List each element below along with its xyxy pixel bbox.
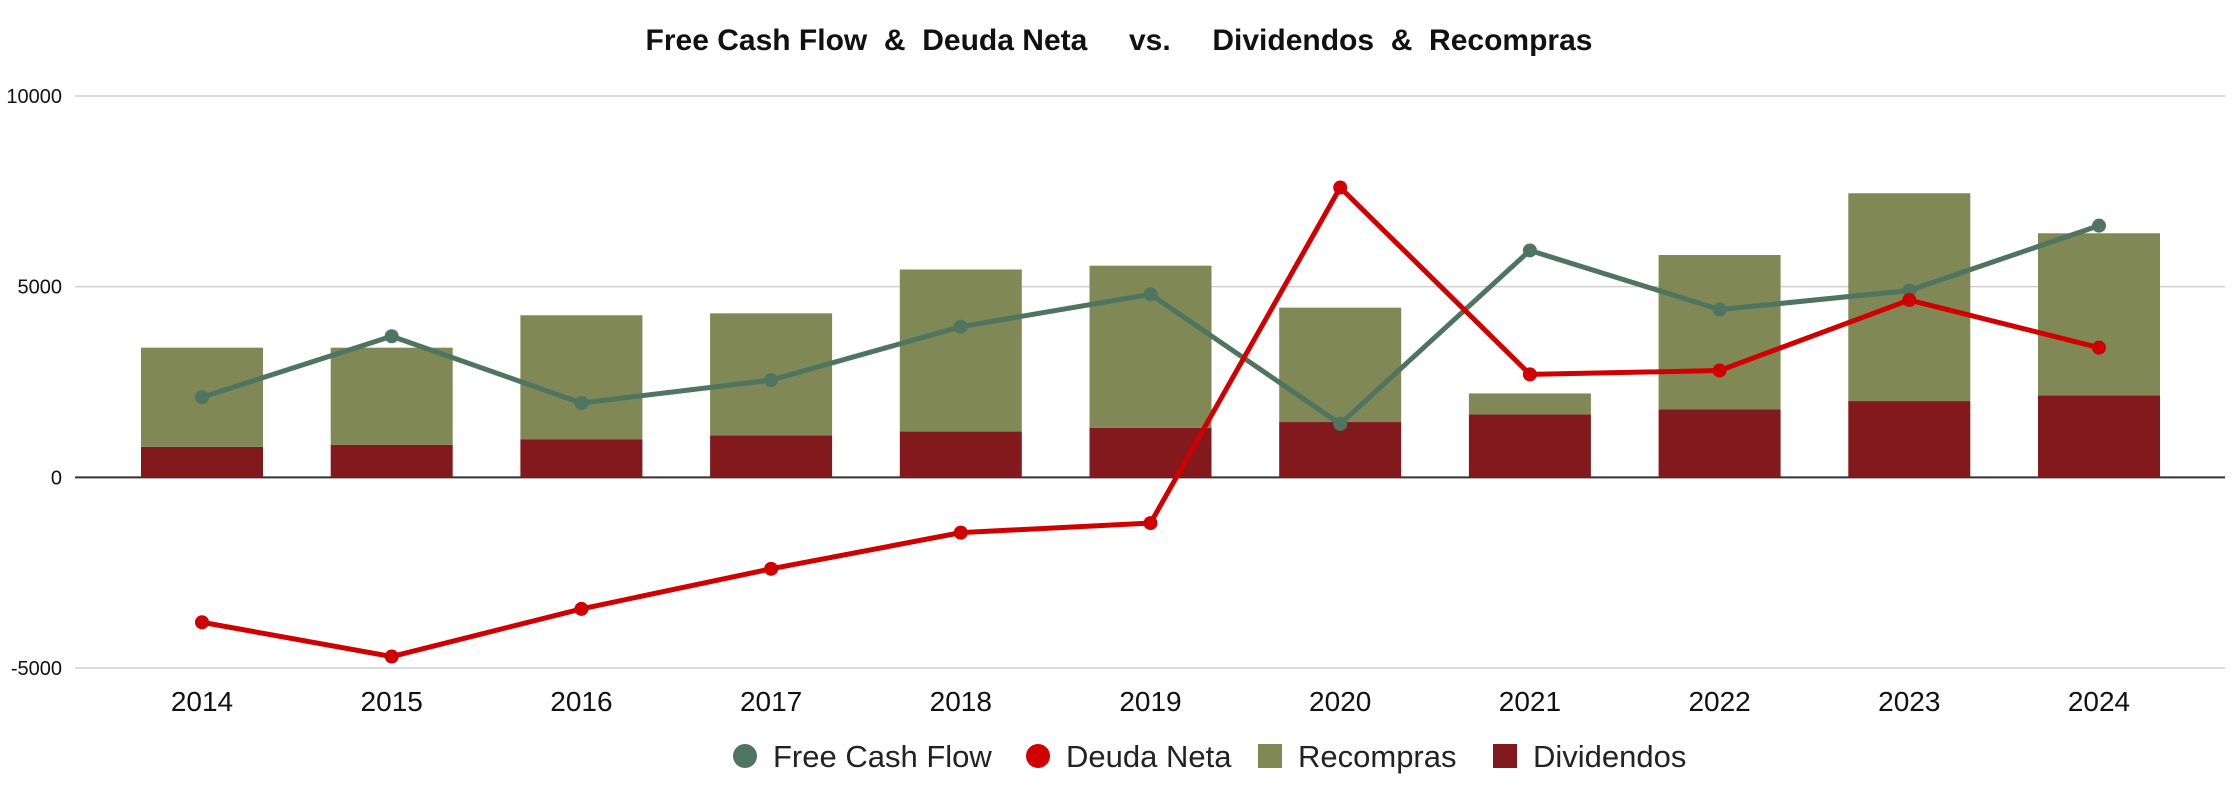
point-deuda-neta-2015 <box>384 649 399 664</box>
point-free-cash-flow-2022 <box>1712 302 1727 317</box>
point-deuda-neta-2020 <box>1333 180 1348 195</box>
x-tick-label: 2018 <box>930 686 992 717</box>
bar-recompras-2016 <box>520 315 643 440</box>
legend-marker-free-cash-flow <box>733 744 757 768</box>
y-tick-label: 0 <box>51 467 62 489</box>
legend-marker-dividendos <box>1493 744 1517 768</box>
legend-label-dividendos: Dividendos <box>1533 739 1686 774</box>
bar-recompras-2018 <box>899 269 1022 432</box>
x-tick-label: 2016 <box>550 686 612 717</box>
point-deuda-neta-2018 <box>953 525 968 540</box>
bar-dividendos-2014 <box>141 446 263 478</box>
point-deuda-neta-2019 <box>1143 516 1158 531</box>
point-deuda-neta-2024 <box>2092 340 2106 355</box>
bar-recompras-2020 <box>1279 307 1402 423</box>
bar-dividendos-2022 <box>1658 409 1781 478</box>
bar-dividendos-2023 <box>1848 401 1971 478</box>
legend: Free Cash Flow Deuda Neta Recompras Dividen… <box>733 739 1686 774</box>
bar-recompras-2021 <box>1468 393 1591 415</box>
bar-recompras-2015 <box>330 347 453 445</box>
bar-dividendos-2021 <box>1468 414 1591 478</box>
point-free-cash-flow-2019 <box>1143 287 1158 302</box>
bar-recompras-2024 <box>2038 233 2160 396</box>
point-deuda-neta-2017 <box>764 561 779 576</box>
y-tick-label: 5000 <box>18 277 63 299</box>
point-free-cash-flow-2020 <box>1333 416 1348 431</box>
x-tick-label: 2020 <box>1309 686 1371 717</box>
bar-dividendos-2018 <box>899 431 1022 478</box>
bar-recompras-2022 <box>1658 255 1781 410</box>
bar-dividendos-2017 <box>710 435 833 478</box>
x-tick-label: 2014 <box>171 686 233 717</box>
x-tick-label: 2019 <box>1119 686 1181 717</box>
bar-dividendos-2020 <box>1279 422 1402 478</box>
y-tick-label: -5000 <box>11 658 62 680</box>
lines <box>195 180 2106 664</box>
bar-dividendos-2016 <box>520 439 643 478</box>
x-axis-ticks: 2014 2015 2016 2017 2018 2019 2020 2021 2022 2023… <box>171 686 2130 717</box>
bars <box>141 193 2160 478</box>
x-tick-label: 2017 <box>740 686 802 717</box>
legend-label-deuda-neta: Deuda Neta <box>1066 739 1232 774</box>
point-deuda-neta-2023 <box>1902 293 1917 308</box>
legend-label-recompras: Recompras <box>1298 739 1457 774</box>
x-tick-label: 2024 <box>2068 686 2130 717</box>
bar-dividendos-2024 <box>2038 395 2160 478</box>
x-tick-label: 2023 <box>1878 686 1940 717</box>
point-free-cash-flow-2018 <box>953 319 968 334</box>
legend-marker-deuda-neta <box>1026 744 1050 768</box>
point-free-cash-flow-2017 <box>764 373 779 388</box>
x-tick-label: 2021 <box>1499 686 1561 717</box>
point-free-cash-flow-2015 <box>384 329 399 344</box>
chart-title: Free Cash Flow & Deuda Neta vs. Dividend… <box>646 24 1593 57</box>
point-free-cash-flow-2021 <box>1522 243 1537 258</box>
point-free-cash-flow-2024 <box>2092 218 2106 233</box>
point-deuda-neta-2014 <box>195 615 209 630</box>
point-deuda-neta-2022 <box>1712 363 1727 378</box>
legend-marker-recompras <box>1258 744 1282 768</box>
point-free-cash-flow-2016 <box>574 395 589 410</box>
legend-label-free-cash-flow: Free Cash Flow <box>773 739 992 774</box>
point-deuda-neta-2021 <box>1522 367 1537 382</box>
bar-dividendos-2015 <box>330 444 453 478</box>
y-axis-ticks: 10000 5000 0 -5000 <box>6 86 62 680</box>
x-tick-label: 2022 <box>1688 686 1750 717</box>
x-tick-label: 2015 <box>361 686 423 717</box>
point-deuda-neta-2016 <box>574 601 589 616</box>
y-tick-label: 10000 <box>6 86 62 108</box>
point-free-cash-flow-2014 <box>195 390 209 405</box>
